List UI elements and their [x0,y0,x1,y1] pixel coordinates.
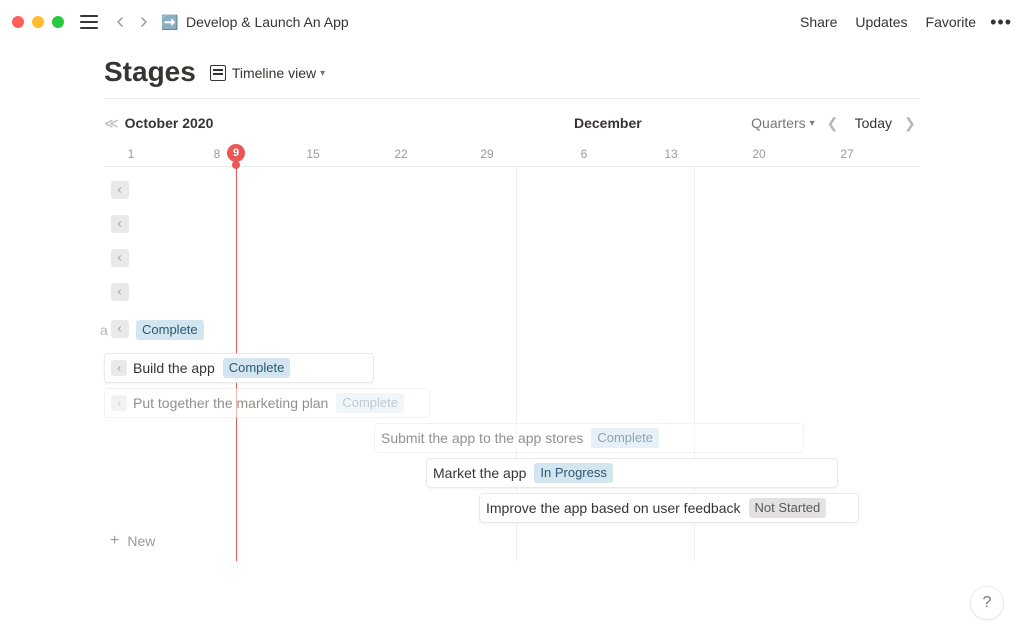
chevron-down-icon: ▾ [320,68,325,79]
nav-back-button[interactable] [110,12,130,32]
date-ticks: 9 1 8 15 22 29 6 13 20 27 [104,147,920,167]
date-tick: 29 [480,147,493,161]
today-value: 9 [227,144,245,162]
next-period-button[interactable]: ❯ [904,115,920,132]
task-card[interactable]: Put together the marketing plan Complete [104,388,430,418]
month-mid-label: December [574,115,642,131]
date-tick: 22 [394,147,407,161]
content: Stages Timeline view ▾ ≪ October 2020 De… [0,44,1024,561]
status-badge: Complete [336,393,404,413]
status-badge: Not Started [749,498,827,518]
collapse-icon[interactable] [111,249,129,267]
timeline-row: aComplete [104,320,920,354]
task-card[interactable]: Build the app Complete [104,353,374,383]
status-badge: Complete [136,320,204,340]
timeline: ≪ October 2020 December Quarters ▾ ❮ Tod… [104,98,920,561]
updates-button[interactable]: Updates [855,14,907,30]
status-badge: In Progress [534,463,612,483]
zoom-dot[interactable] [52,16,64,28]
date-tick: 13 [664,147,677,161]
new-row-button[interactable]: + New [104,529,161,553]
page-emoji-icon[interactable]: ➡️ [160,12,180,32]
task-label: Submit the app to the app stores [381,430,583,446]
date-tick: 1 [128,147,135,161]
collapse-icon[interactable] [111,215,129,233]
view-label: Timeline view [232,65,316,81]
help-button[interactable]: ? [970,586,1004,620]
nav-forward-button[interactable] [134,12,154,32]
today-marker: 9 [227,144,245,169]
clipped-task-text: a [100,322,108,338]
task-card[interactable]: Submit the app to the app stores Complete [374,423,804,453]
favorite-button[interactable]: Favorite [926,14,977,30]
more-menu-icon[interactable]: ••• [990,17,1012,27]
close-dot[interactable] [12,16,24,28]
topbar: ➡️ Develop & Launch An App Share Updates… [0,0,1024,44]
database-header: Stages Timeline view ▾ [0,56,1024,88]
scroll-left-icon[interactable]: ≪ [104,115,115,132]
collapse-icon[interactable] [111,181,129,199]
collapse-icon [111,395,127,411]
collapse-icon[interactable] [111,320,129,338]
task-label: Improve the app based on user feedback [486,500,741,516]
task-card[interactable]: Market the app In Progress [426,458,838,488]
timeline-row [104,215,920,249]
timeline-view-icon [210,65,226,81]
new-label: New [127,533,155,549]
range-selector[interactable]: Quarters ▾ [751,115,815,131]
collapse-icon[interactable] [111,283,129,301]
minimize-dot[interactable] [32,16,44,28]
task-label: Put together the marketing plan [133,395,328,411]
view-switcher[interactable]: Timeline view ▾ [210,65,325,81]
timeline-header: ≪ October 2020 December Quarters ▾ ❮ Tod… [104,99,920,147]
timeline-chart: + New aCompleteBuild the appCompletePut … [104,167,920,561]
date-tick: 6 [581,147,588,161]
timeline-row [104,181,920,215]
collapse-icon [111,360,127,376]
month-start-label: October 2020 [125,115,214,131]
timeline-row [104,249,920,283]
chevron-down-icon: ▾ [810,118,815,129]
window-controls [12,16,64,28]
timeline-row [104,283,920,317]
task-label: Market the app [433,465,526,481]
date-tick: 20 [752,147,765,161]
prev-period-button[interactable]: ❮ [827,115,843,132]
date-tick: 27 [840,147,853,161]
task-label: Build the app [133,360,215,376]
today-button[interactable]: Today [855,115,892,131]
sidebar-toggle-icon[interactable] [80,15,98,29]
date-tick: 15 [306,147,319,161]
range-label: Quarters [751,115,805,131]
share-button[interactable]: Share [800,14,837,30]
plus-icon: + [110,534,119,548]
page-title[interactable]: Develop & Launch An App [186,14,349,30]
status-badge: Complete [591,428,659,448]
timeline-controls: Quarters ▾ ❮ Today ❯ [751,115,920,132]
status-badge: Complete [223,358,291,378]
task-card[interactable]: Improve the app based on user feedback No… [479,493,859,523]
database-title[interactable]: Stages [104,56,196,88]
date-tick: 8 [214,147,221,161]
